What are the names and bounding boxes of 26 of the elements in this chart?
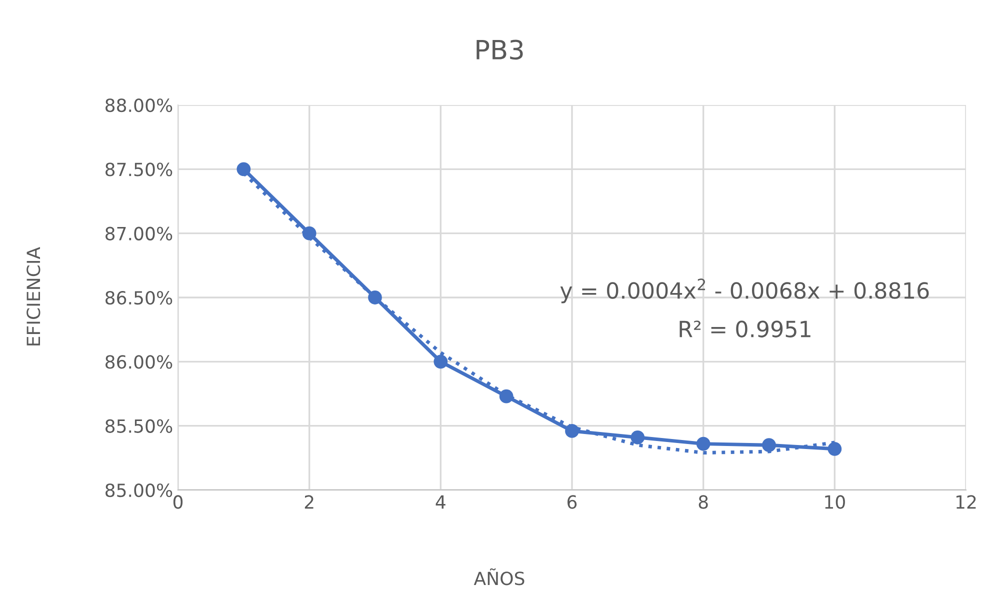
- point: [762, 438, 776, 452]
- y-tick-label: 87.00%: [106, 226, 172, 240]
- y-tick-label: 86.00%: [106, 355, 172, 369]
- chart-title: PB3: [476, 40, 523, 60]
- y-tick-label: 87.50%: [106, 162, 172, 176]
- annotation: R² = 0.9951: [680, 320, 810, 338]
- x-tick-label: 6: [568, 495, 577, 509]
- y-tick-label: 88.00%: [106, 98, 172, 112]
- point: [236, 162, 251, 176]
- y-axis-title: EFICIENCIA: [26, 247, 40, 346]
- x-tick-label: 10: [825, 495, 845, 509]
- point: [630, 430, 645, 444]
- x-tick-label: 0: [173, 495, 183, 509]
- x-tick-label: 12: [956, 495, 976, 509]
- x-axis-title: AÑOS: [474, 568, 524, 586]
- y-tick-label: 86.50%: [106, 290, 172, 305]
- y-tick-label: 85.50%: [106, 419, 172, 433]
- point: [696, 436, 710, 451]
- point: [565, 424, 579, 438]
- point: [434, 354, 448, 369]
- annotation: y = 0.0004x$^{2}$ - 0.0068x + 0.8816: [560, 278, 929, 304]
- x-tick-label: 2: [304, 495, 314, 509]
- x-tick-label: 8: [698, 495, 708, 509]
- x-tick-label: 4: [436, 495, 446, 509]
- y-tick-label: 85.00%: [106, 483, 172, 498]
- point: [828, 442, 842, 456]
